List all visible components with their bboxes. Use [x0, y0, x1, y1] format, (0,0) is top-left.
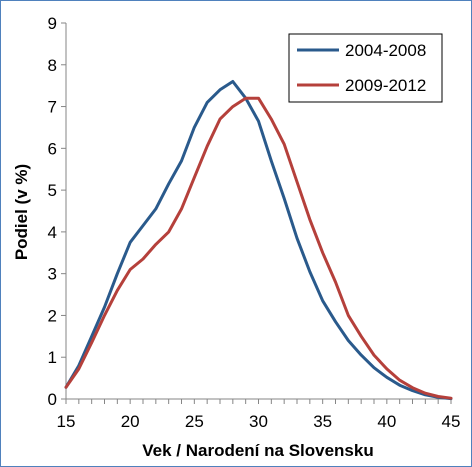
- y-axis-title: Podiel (v %): [12, 164, 31, 260]
- y-tick-label: 2: [48, 306, 57, 325]
- legend-label-2004-2008: 2004-2008: [345, 41, 426, 60]
- series-line-2004-2008: [64, 80, 453, 401]
- y-tick-label: 7: [48, 98, 57, 117]
- x-tick-label: 15: [57, 412, 76, 431]
- y-tick-label: 3: [48, 265, 57, 284]
- y-tick-label: 9: [48, 14, 57, 33]
- series-line-2009-2012: [64, 96, 453, 400]
- x-tick-label: 25: [185, 412, 204, 431]
- x-tick-label: 35: [313, 412, 332, 431]
- y-tick-label: 4: [48, 223, 57, 242]
- y-tick-label: 8: [48, 56, 57, 75]
- y-tick-label: 5: [48, 181, 57, 200]
- legend-label-2009-2012: 2009-2012: [345, 76, 426, 95]
- x-tick-label: 40: [377, 412, 396, 431]
- x-axis-title: Vek / Narodení na Slovensku: [142, 441, 373, 460]
- legend: 2004-2008 2009-2012: [288, 33, 443, 103]
- x-tick-label: 30: [249, 412, 268, 431]
- x-tick-label: 45: [442, 412, 461, 431]
- y-tick-label: 1: [48, 348, 57, 367]
- x-tick-label: 20: [121, 412, 140, 431]
- y-tick-label: 6: [48, 139, 57, 158]
- legend-box: [288, 33, 443, 103]
- series-layer: [64, 80, 453, 401]
- y-tick-label: 0: [48, 390, 57, 409]
